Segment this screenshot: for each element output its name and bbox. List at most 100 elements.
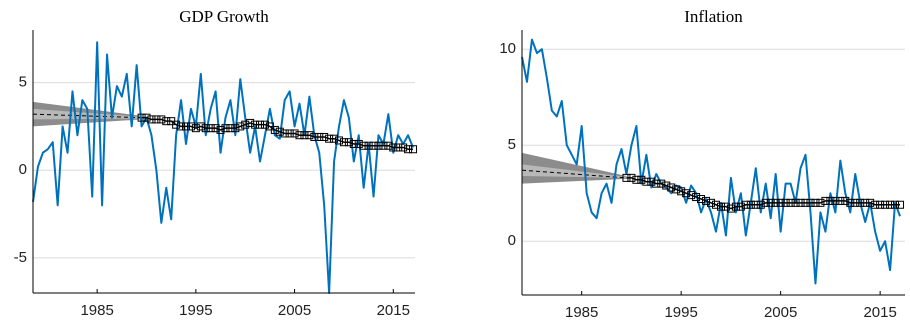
trend-marker <box>891 200 900 209</box>
trend-marker <box>157 115 166 124</box>
trend-marker <box>876 200 885 209</box>
trend-marker <box>677 187 686 196</box>
trend-marker <box>776 198 785 207</box>
trend-marker <box>622 173 631 182</box>
y-tick-label: 5 <box>508 136 516 153</box>
trend-marker <box>137 113 146 122</box>
trend-marker <box>896 200 905 209</box>
trend-marker <box>766 198 775 207</box>
trend-marker <box>841 196 850 205</box>
trend-marker <box>305 131 314 140</box>
trend-marker <box>162 117 171 126</box>
trend-line <box>626 177 901 210</box>
chart-title: Inflation <box>684 7 743 26</box>
trend-marker <box>801 198 810 207</box>
trend-marker <box>211 124 220 133</box>
trend-marker <box>731 202 740 211</box>
trend-marker <box>152 115 161 124</box>
trend-marker <box>379 141 388 150</box>
trend-marker <box>409 145 418 154</box>
trend-marker <box>716 202 725 211</box>
trend-marker <box>280 129 289 138</box>
trend-marker <box>806 198 815 207</box>
x-tick-label: 2015 <box>377 302 410 319</box>
trend-marker <box>702 196 711 205</box>
trend-marker <box>221 124 230 133</box>
trend-marker <box>270 125 279 134</box>
trend-marker <box>172 120 181 129</box>
trend-marker <box>285 129 294 138</box>
x-tick-label: 1995 <box>179 302 212 319</box>
y-tick-label: 5 <box>19 74 27 91</box>
trend-marker <box>177 122 186 131</box>
trend-marker <box>186 122 195 131</box>
trend-marker <box>861 198 870 207</box>
trend-marker <box>736 202 745 211</box>
trend-marker <box>295 131 304 140</box>
x-tick-label: 2005 <box>764 304 797 321</box>
data-line <box>32 41 414 294</box>
trend-marker <box>647 177 656 186</box>
trend-marker <box>786 198 795 207</box>
trend-marker <box>191 124 200 133</box>
trend-marker <box>201 124 210 133</box>
trend-marker <box>399 143 408 152</box>
trend-marker <box>637 175 646 184</box>
y-tick-label: 0 <box>19 161 27 178</box>
trend-marker <box>871 200 880 209</box>
trend-marker <box>260 120 269 129</box>
trend-marker <box>687 191 696 200</box>
trend-marker <box>692 193 701 202</box>
trend-marker <box>751 200 760 209</box>
trend-marker <box>886 200 895 209</box>
trend-marker <box>836 196 845 205</box>
trend-marker <box>384 141 393 150</box>
trend-marker <box>320 132 329 141</box>
trend-marker <box>627 173 636 182</box>
trend-marker <box>142 113 151 122</box>
trend-marker <box>275 127 284 136</box>
trend-marker <box>206 124 215 133</box>
trend-marker <box>741 200 750 209</box>
trend-marker <box>632 175 641 184</box>
x-tick-label: 1995 <box>664 304 697 321</box>
x-tick-label: 1985 <box>565 304 598 321</box>
trend-marker <box>726 204 735 213</box>
trend-marker <box>300 131 309 140</box>
panel: Inflation 0 5 10 1985 1995 2005 2015 <box>499 7 905 321</box>
trend-marker <box>339 138 348 147</box>
trend-marker <box>196 122 205 131</box>
fan-band <box>522 164 627 178</box>
trend-marker <box>652 179 661 188</box>
trend-marker <box>721 202 730 211</box>
trend-marker <box>147 115 156 124</box>
y-tick-label: -5 <box>14 249 27 266</box>
trend-marker <box>711 200 720 209</box>
trend-marker <box>349 139 358 148</box>
trend-marker <box>251 120 260 129</box>
trend-marker <box>216 125 225 134</box>
trend-marker <box>359 141 368 150</box>
trend-marker <box>657 179 666 188</box>
trend-marker <box>310 132 319 141</box>
trend-marker <box>672 185 681 194</box>
trend-marker <box>781 198 790 207</box>
y-tick-label: 0 <box>508 232 516 249</box>
chart-title: GDP Growth <box>179 7 269 26</box>
trend-marker <box>369 141 378 150</box>
trend-marker <box>394 143 403 152</box>
trend-marker <box>846 198 855 207</box>
trend-marker <box>662 181 671 190</box>
trend-marker <box>344 138 353 147</box>
trend-marker <box>236 122 245 131</box>
trend-marker <box>231 124 240 133</box>
trend-marker <box>791 198 800 207</box>
trend-marker <box>354 139 363 148</box>
trend-marker <box>241 120 250 129</box>
trend-marker <box>697 194 706 203</box>
trend-marker <box>226 124 235 133</box>
trend-marker <box>826 196 835 205</box>
trend-marker <box>246 118 255 127</box>
trend-marker <box>771 198 780 207</box>
